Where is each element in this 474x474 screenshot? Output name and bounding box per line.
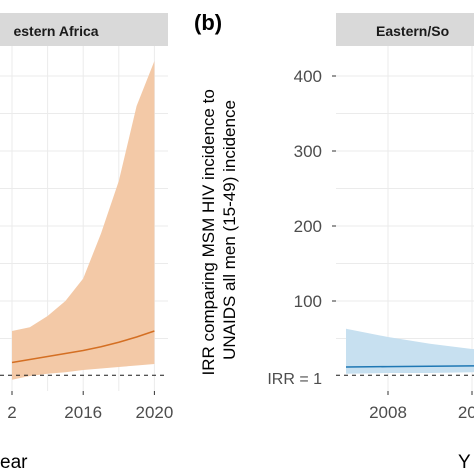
panel-b-strip [336, 13, 474, 46]
panel-b-title: Eastern/So [376, 23, 449, 39]
y-tick-label: 400 [294, 67, 322, 86]
y-tick-label: 300 [294, 142, 322, 161]
y-axis-label-line-1: IRR comparing MSM HIV incidence to [199, 89, 218, 375]
panel-a-title: estern Africa [13, 23, 98, 39]
panel-b: (b) Eastern/So IRR comparing MSM HIV inc… [194, 10, 474, 473]
x-tick-label: 2008 [369, 403, 407, 422]
panel-b-label: (b) [194, 10, 222, 35]
x-tick-label: 201 [458, 403, 474, 422]
panel-a-strip [0, 13, 168, 46]
panel-b-series-line [345, 365, 474, 368]
panel-b-confidence-band [346, 328, 474, 374]
panel-a: estern Africa 2 2016 2020 ear [0, 13, 173, 473]
x-tick-label: 2020 [135, 403, 173, 422]
panel-a-x-ticks: 2 2016 2020 [7, 391, 173, 422]
panel-b-y-ticks: 100 200 300 400 [294, 67, 336, 311]
y-tick-label: 100 [294, 292, 322, 311]
panel-b-reference-label: IRR = 1 [267, 371, 322, 388]
panel-b-y-axis-label: IRR comparing MSM HIV incidence to UNAID… [199, 84, 239, 375]
x-tick-label: 2 [7, 403, 16, 422]
y-tick-label: 200 [294, 217, 322, 236]
y-axis-label-line-2: UNAIDS all men (15-49) incidence [220, 100, 239, 360]
panel-a-series-line [11, 330, 155, 364]
panel-b-x-axis-label: Y [458, 452, 471, 473]
x-tick-label: 2016 [64, 403, 102, 422]
panel-a-x-axis-label: ear [0, 452, 28, 473]
panel-b-x-ticks: 2008 201 [369, 391, 474, 422]
panel-a-confidence-band [12, 61, 155, 380]
